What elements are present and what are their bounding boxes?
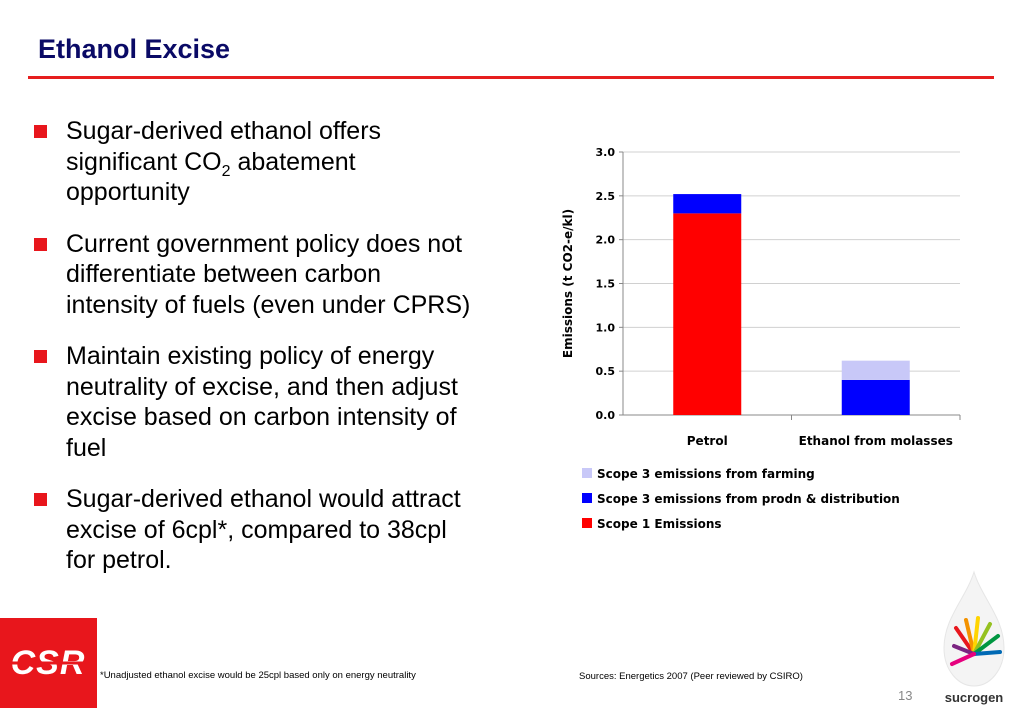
- y-tick-label: 1.5: [596, 278, 616, 291]
- y-tick-label: 0.0: [596, 409, 616, 422]
- y-tick-label: 2.5: [596, 190, 616, 203]
- legend-swatch: [582, 468, 592, 478]
- title-divider: [28, 76, 994, 79]
- legend-label: Scope 3 emissions from farming: [597, 467, 815, 481]
- csr-logo-mark: CSR: [11, 644, 85, 682]
- legend-label: Scope 3 emissions from prodn & distribut…: [597, 492, 900, 506]
- sucrogen-wordmark: sucrogen: [945, 690, 1004, 705]
- bullet-item: Current government policy does not diffe…: [34, 229, 474, 321]
- bullet-text: Sugar-derived ethanol would attract exci…: [66, 485, 461, 574]
- bullet-square-icon: [34, 237, 47, 251]
- y-tick-label: 1.0: [596, 321, 616, 334]
- footnote: *Unadjusted ethanol excise would be 25cp…: [100, 670, 416, 681]
- subscript: 2: [221, 162, 231, 180]
- sucrogen-logo: sucrogen: [943, 570, 1005, 705]
- bullet-square-icon: [34, 125, 47, 138]
- csr-logo: CSR: [0, 618, 97, 708]
- bullet-text-part: Sugar-derived ethanol offers significant…: [66, 117, 382, 176]
- bullet-list: Sugar-derived ethanol offers significant…: [34, 116, 474, 597]
- sources-note: Sources: Energetics 2007 (Peer reviewed …: [579, 671, 803, 682]
- y-tick-label: 3.0: [596, 146, 616, 159]
- emissions-chart: 0.0 0.5 1.0 1.5 2.0 2.5 3.0 Petrol Ethanol from …: [561, 146, 961, 531]
- legend-swatch: [582, 518, 592, 528]
- bullet-text-part: abatement opportunity: [66, 147, 356, 207]
- bullet-item: Sugar-derived ethanol would attract exci…: [34, 484, 474, 576]
- bullet-square-icon: [34, 493, 47, 506]
- y-tick-label: 0.5: [596, 365, 616, 378]
- x-tick-label: Ethanol from molasses: [799, 434, 953, 448]
- bar-segment: [841, 360, 910, 380]
- bullet-text: Maintain existing policy of energy neutr…: [66, 342, 458, 462]
- legend-label: Scope 1 Emissions: [597, 517, 722, 531]
- bullet-square-icon: [34, 350, 47, 363]
- slide-title: Ethanol Excise: [38, 34, 231, 64]
- bullet-text: Current government policy does not diffe…: [66, 229, 471, 319]
- bullet-item: Maintain existing policy of energy neutr…: [34, 341, 474, 463]
- y-tick-label: 2.0: [596, 234, 616, 247]
- page-number: 13: [898, 688, 913, 703]
- bar-segment: [841, 379, 910, 415]
- bar-segment: [673, 194, 742, 214]
- legend-swatch: [582, 493, 592, 503]
- y-axis-label: Emissions (t CO2-e/kl): [561, 209, 575, 358]
- bullet-item: Sugar-derived ethanol offers significant…: [34, 116, 474, 208]
- bar-segment: [673, 213, 742, 415]
- x-tick-label: Petrol: [687, 434, 728, 448]
